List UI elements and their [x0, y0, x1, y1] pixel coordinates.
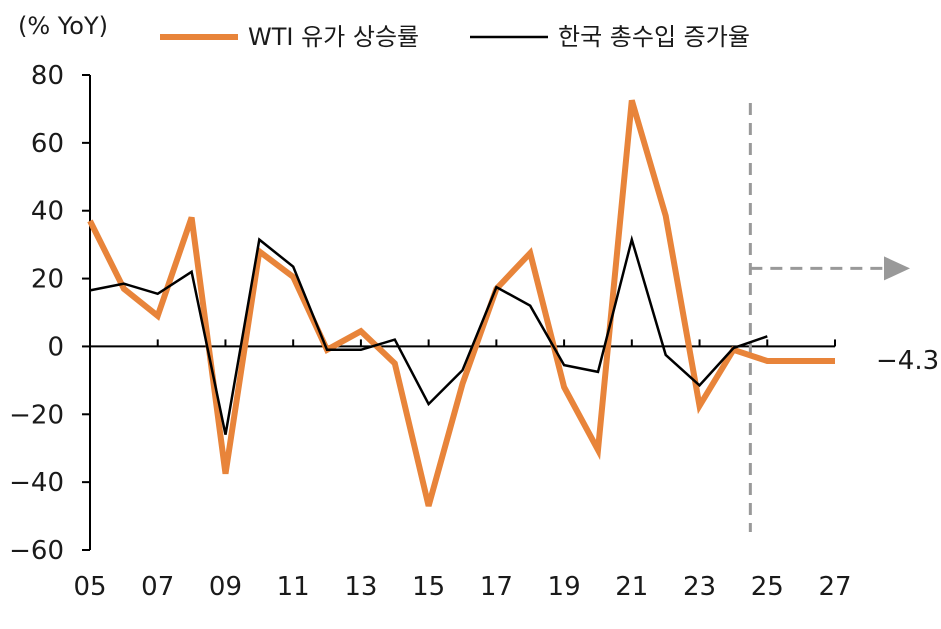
x-tick-label: 05 [73, 572, 106, 602]
y-tick-label: −20 [9, 400, 64, 430]
x-tick-label: 17 [480, 572, 513, 602]
x-tick-label: 13 [344, 572, 377, 602]
x-tick-label: 15 [412, 572, 445, 602]
x-tick-label: 09 [209, 572, 242, 602]
y-tick-label: 0 [47, 332, 64, 362]
series-lines [87, 99, 835, 507]
x-tick-label: 21 [615, 572, 648, 602]
forecast-arrow-head [884, 256, 910, 281]
y-tick-label: 40 [31, 197, 64, 227]
y-tick-label: 60 [31, 129, 64, 159]
x-tick-label: 07 [141, 572, 174, 602]
x-tick-label: 25 [751, 572, 784, 602]
x-tick-label: 19 [548, 572, 581, 602]
legend-label-import: 한국 총수입 증가율 [558, 23, 750, 51]
legend-label-wti: WTI 유가 상승률 [248, 23, 419, 51]
y-tick-label: −60 [9, 536, 64, 566]
forecast-value-label: −4.3 [876, 346, 939, 376]
series-line-wti [87, 99, 835, 507]
series-line-import [89, 234, 768, 435]
x-tick-label: 27 [818, 572, 851, 602]
forecast-markers [748, 103, 910, 532]
legend: WTI 유가 상승률 한국 총수입 증가율 [160, 23, 750, 51]
x-tick-label: 11 [277, 572, 310, 602]
y-tick-label: 20 [31, 265, 64, 295]
y-tick-label: −40 [9, 468, 64, 498]
axes: 80 60 40 20 0 −20 −40 −60 05 07 09 11 13 15 17 19 21 23 25… [9, 61, 851, 602]
x-tick-label: 23 [683, 572, 716, 602]
y-tick-label: 80 [31, 61, 64, 91]
data-labels: −4.3 [876, 346, 939, 376]
y-unit-label: (% YoY) [18, 12, 108, 40]
